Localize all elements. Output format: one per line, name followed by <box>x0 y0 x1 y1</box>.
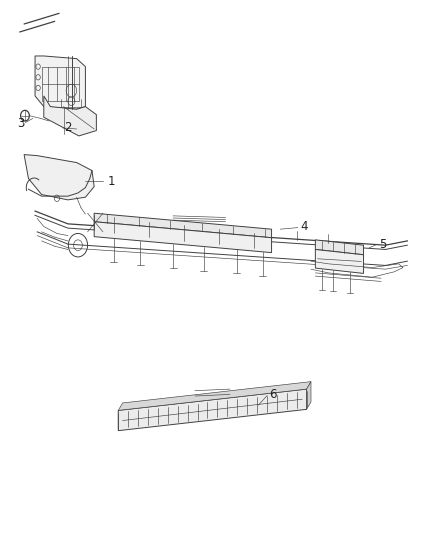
Text: 4: 4 <box>300 220 308 233</box>
Polygon shape <box>94 222 272 253</box>
Polygon shape <box>24 155 94 200</box>
Polygon shape <box>307 382 311 409</box>
Polygon shape <box>118 382 311 410</box>
Polygon shape <box>44 96 96 136</box>
Polygon shape <box>118 389 307 431</box>
Polygon shape <box>315 249 364 273</box>
Polygon shape <box>94 213 272 238</box>
Text: 5: 5 <box>380 238 387 251</box>
Text: 2: 2 <box>64 122 72 134</box>
Polygon shape <box>315 240 364 255</box>
Text: 1: 1 <box>108 175 116 188</box>
Text: 6: 6 <box>269 388 277 401</box>
Text: 3: 3 <box>18 117 25 130</box>
Polygon shape <box>35 56 85 109</box>
